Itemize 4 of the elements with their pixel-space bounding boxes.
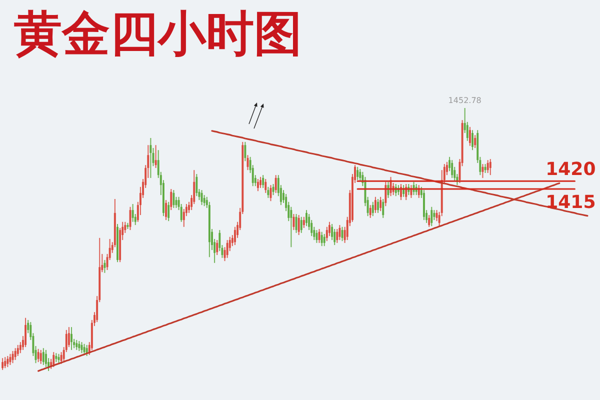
series-label: 1420 [546, 159, 596, 180]
chart-title: 黄金四小时图 [14, 6, 302, 62]
annotation: 1452.78 [448, 96, 482, 105]
series-label: 1415 [546, 192, 596, 214]
